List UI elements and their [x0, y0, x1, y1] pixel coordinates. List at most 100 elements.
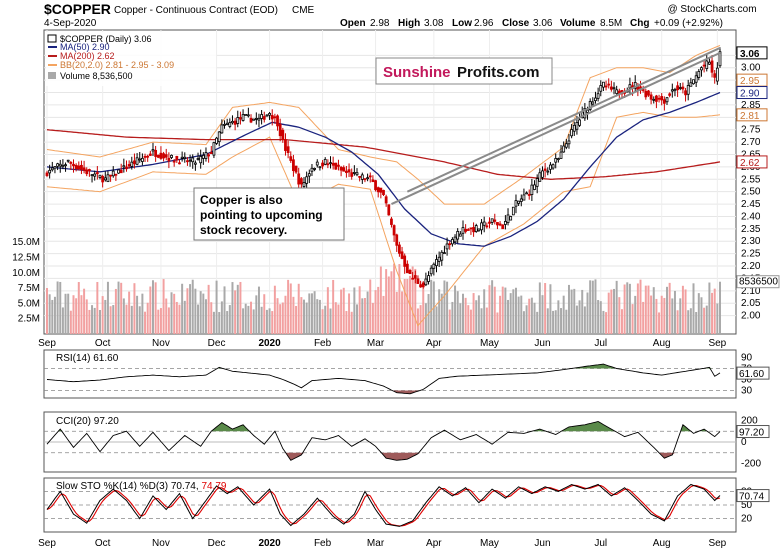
volume-bar: [507, 299, 510, 334]
volume-bar: [130, 305, 133, 334]
volume-bar: [310, 293, 313, 334]
volume-bar: [716, 303, 719, 334]
candle-body: [583, 108, 587, 119]
month-label: Sep: [708, 338, 726, 349]
candle-body: [464, 228, 468, 232]
volume-tick-label: 7.5M: [18, 283, 40, 294]
volume-bar: [689, 308, 692, 334]
volume-bar: [106, 281, 109, 334]
volume-bar: [212, 311, 215, 334]
cci-tick-label: 200: [741, 415, 758, 426]
ma50-line: [46, 91, 721, 247]
volume-bar: [151, 280, 154, 334]
trendlines: [391, 47, 721, 205]
volume-bar: [316, 299, 319, 334]
watermark-box: [375, 57, 553, 85]
volume-bar: [194, 288, 197, 334]
volume-bar: [663, 297, 666, 334]
volume-bar: [356, 304, 358, 334]
sto-d-line: [46, 484, 721, 527]
candle-body: [387, 204, 391, 216]
candle-body: [90, 174, 94, 177]
volume-bar: [467, 305, 470, 334]
candle-body: [180, 156, 184, 159]
candle-body: [342, 167, 346, 172]
volume-bar: [329, 308, 332, 334]
legend-ma200: MA(200) 2.62: [60, 51, 115, 61]
volume-bar: [560, 308, 563, 334]
open-label: Open: [340, 18, 366, 29]
volume-bar: [218, 312, 221, 334]
candle-body: [715, 67, 719, 82]
volume-bar: [353, 287, 356, 334]
volume-bar: [570, 289, 573, 334]
volume-bar: [719, 281, 721, 334]
volume-bar: [83, 288, 86, 334]
price-tick-label: 2.20: [741, 261, 761, 272]
candle-body: [668, 93, 672, 96]
candle-body: [193, 162, 197, 165]
candle-body: [461, 227, 465, 234]
price-tick-label: 2.65: [741, 149, 761, 160]
candle-body: [535, 178, 539, 187]
candle-body: [188, 159, 192, 162]
volume-bar: [361, 298, 364, 334]
price-tag-box: [736, 46, 768, 60]
candle-body: [292, 159, 295, 172]
volume-bar: [684, 289, 687, 334]
candle-body: [334, 162, 338, 170]
candle-body: [554, 158, 558, 163]
candle-body: [713, 73, 717, 78]
volume-bar: [666, 286, 668, 334]
candle-body: [95, 172, 99, 175]
volume-tick-label: 5.0M: [18, 298, 40, 309]
candle-body: [358, 175, 362, 178]
volume-bar: [477, 295, 480, 334]
volume-bar: [268, 308, 271, 334]
volume-bar: [395, 291, 398, 334]
volume-bar: [61, 307, 64, 334]
annotation-line: pointing to upcoming: [200, 208, 323, 222]
candle-body: [117, 169, 120, 174]
candle-body: [313, 168, 316, 170]
volume-bar: [191, 279, 194, 334]
volume-bar: [493, 286, 496, 334]
volume-bar: [56, 281, 59, 334]
volume-bar: [69, 310, 72, 334]
volume-bar: [642, 301, 645, 334]
price-tag-box: [736, 155, 768, 169]
volume-bar: [167, 307, 170, 334]
volume-bar: [186, 288, 189, 334]
volume-bar: [581, 289, 584, 334]
annotation-box: [193, 187, 345, 241]
volume-bar: [308, 293, 311, 334]
month-label: Sep: [708, 538, 726, 549]
candle-body: [127, 164, 131, 167]
price-tag-box: [736, 86, 768, 100]
candle-body: [509, 216, 513, 221]
sto-k-line: [46, 483, 721, 527]
candle-body: [109, 174, 112, 177]
candle-body: [440, 251, 444, 261]
volume-bar: [202, 293, 205, 334]
candle-body: [398, 244, 401, 254]
volume-bar: [602, 310, 605, 334]
candle-body: [103, 177, 107, 181]
legend-volume: Volume 8,536,500: [60, 71, 133, 81]
candle-body: [702, 64, 706, 67]
volume-bar: [59, 281, 62, 334]
volume-bar: [242, 308, 245, 334]
volume-bar: [77, 282, 80, 334]
candle-body: [135, 157, 139, 165]
candle-body: [480, 222, 483, 231]
volume-bar: [676, 310, 679, 334]
volume-bar: [88, 309, 91, 334]
candle-body: [506, 214, 510, 224]
candle-body: [305, 176, 309, 184]
volume-bar: [321, 309, 324, 334]
volume-bar: [628, 283, 631, 334]
volume-bar: [438, 289, 441, 334]
volume-bar: [80, 295, 83, 334]
volume-bar: [85, 299, 88, 334]
